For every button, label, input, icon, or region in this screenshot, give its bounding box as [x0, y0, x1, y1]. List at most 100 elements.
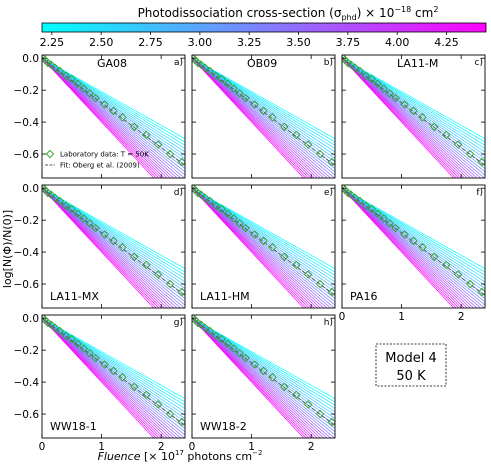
colorbar-tick-label: 3.75	[336, 36, 361, 49]
model-curve	[342, 57, 485, 176]
panel-ga08: 0.0 −0.2 −0.4 −0.6 GA08 a) Laboratory data: T …	[14, 53, 186, 179]
data-point	[73, 209, 82, 218]
data-point	[79, 214, 88, 223]
model-curve	[342, 57, 471, 178]
x-axis-label: Fluence [× 1017 photons cm−2	[98, 449, 263, 463]
data-point	[241, 353, 250, 363]
data-point	[153, 400, 163, 409]
model-curve	[42, 317, 155, 438]
data-point	[430, 122, 439, 132]
data-point	[153, 270, 163, 279]
model-curve	[42, 317, 168, 438]
model-curve	[192, 57, 307, 178]
data-point	[130, 122, 139, 132]
model-curve	[192, 57, 335, 176]
data-point	[217, 74, 227, 84]
model-curve	[42, 317, 160, 438]
model-curve	[192, 57, 335, 153]
model-curve	[192, 57, 335, 149]
model-curve	[42, 57, 185, 159]
panel-name: LA11-MX	[50, 290, 99, 303]
model-curve	[342, 57, 485, 153]
data-point	[109, 236, 118, 246]
data-point	[315, 409, 325, 419]
data-point	[229, 344, 238, 353]
x-tick-label: 0	[189, 441, 196, 453]
data-point	[109, 366, 118, 376]
model-curve	[192, 317, 321, 438]
data-point	[67, 334, 77, 344]
data-point	[385, 89, 394, 98]
data-point	[85, 349, 94, 358]
model-curve	[342, 187, 485, 283]
model-curve	[192, 317, 335, 436]
colorbar-label: Photodissociation cross-section (σphd) ×…	[138, 5, 439, 22]
model-curve	[42, 187, 185, 279]
y-tick-label: −0.6	[14, 279, 40, 291]
model-curve	[192, 317, 335, 438]
data-point	[200, 63, 210, 73]
data-point	[315, 279, 325, 289]
model-curve	[42, 187, 155, 308]
colorbar: Photodissociation cross-section (σphd) ×…	[40, 5, 487, 49]
data-point	[442, 260, 451, 270]
data-point	[109, 106, 118, 116]
colorbar-tick-label: 2.25	[40, 36, 65, 49]
y-tick-label: 0.0	[22, 313, 39, 325]
lab-data	[42, 185, 185, 297]
data-point	[211, 201, 221, 211]
data-point	[142, 260, 151, 270]
data-point	[177, 157, 185, 167]
x-tick-label: 1	[98, 441, 105, 453]
data-point	[361, 71, 371, 81]
data-point	[400, 100, 409, 109]
y-tick-label: 0.0	[22, 53, 39, 65]
data-point	[67, 74, 77, 84]
y-tick-label: −0.6	[14, 149, 40, 161]
model-curve	[42, 57, 185, 149]
data-point	[91, 223, 100, 233]
data-point	[259, 236, 268, 246]
data-point	[61, 331, 71, 341]
model-curve	[192, 187, 335, 296]
data-point	[409, 236, 418, 246]
data-point	[303, 140, 313, 149]
data-point	[361, 201, 371, 211]
colorbar-tick-label: 3.25	[237, 36, 262, 49]
legend-data-label: Laboratory data: T = 50K	[60, 151, 149, 159]
data-point	[250, 360, 259, 369]
panel-frame	[41, 184, 186, 309]
data-point	[373, 209, 382, 218]
panel-letter: b)	[324, 58, 333, 68]
panel-letter: d)	[174, 188, 183, 198]
data-point	[100, 230, 109, 239]
data-point	[46, 320, 56, 329]
colorbar-tick-label: 3.00	[188, 36, 213, 49]
model-curve	[42, 187, 171, 308]
y-tick-label: −0.4	[14, 117, 40, 129]
model-curve	[192, 187, 335, 279]
panel-name: OB09	[247, 57, 277, 70]
data-point	[50, 323, 60, 333]
data-point	[379, 84, 388, 93]
lab-data	[192, 185, 335, 297]
data-point	[196, 320, 206, 329]
model-curve	[42, 187, 185, 306]
model-curve	[192, 57, 335, 159]
model-curve	[192, 187, 321, 308]
y-axis-label: log[N(Φ)/N(0)]	[1, 210, 14, 288]
data-point	[250, 100, 259, 109]
model-curve	[342, 57, 468, 178]
panel-la11-m: LA11-M c)	[341, 54, 486, 179]
y-tick-label: −0.4	[14, 247, 40, 259]
data-point	[250, 230, 259, 239]
data-point	[177, 417, 185, 427]
data-point	[165, 149, 175, 159]
model-curve	[342, 187, 485, 306]
data-point	[327, 417, 335, 427]
data-point	[442, 130, 451, 140]
data-point	[85, 219, 94, 228]
data-point	[367, 204, 377, 214]
colorbar-ticks: 2.25 2.50 2.75 3.00 3.25 3.50 3.75 4.00 4.25	[40, 32, 459, 49]
model-curve	[42, 57, 185, 178]
